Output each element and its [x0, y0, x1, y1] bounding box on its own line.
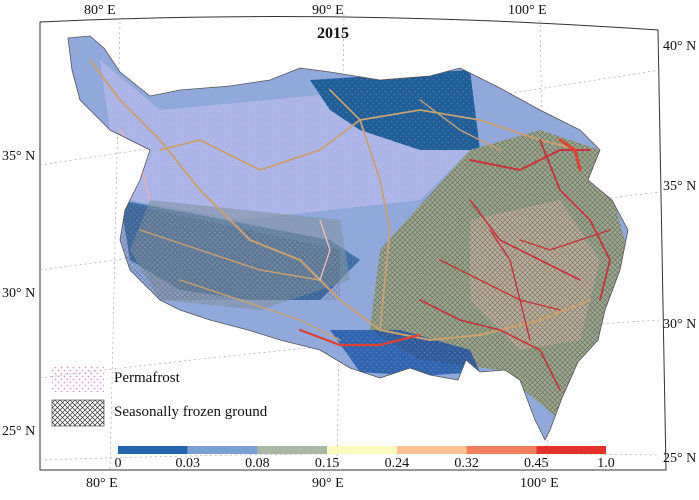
colorbar-segment [257, 446, 328, 454]
top-tick-80e: 80° E [84, 3, 116, 18]
right-tick-40n: 40° N [663, 39, 697, 54]
seasonal-hatch [370, 130, 628, 420]
right-tick-35n: 35° N [663, 179, 697, 194]
map-title: 2015 [317, 25, 349, 42]
colorbar-tick-label: 0.45 [524, 456, 549, 471]
seasonal-legend-swatch [51, 399, 105, 427]
colorbar-segment [118, 446, 188, 454]
bottom-tick-90e: 90° E [312, 476, 344, 491]
colorbar-tick-label: 0.03 [175, 456, 200, 471]
top-tick-100e: 100° E [508, 3, 547, 18]
plateau-region [68, 36, 628, 440]
right-tick-25n: 25° N [663, 451, 697, 466]
left-tick-30n: 30° N [2, 286, 36, 301]
colorbar-tick-label: 0.32 [454, 456, 479, 471]
colorbar-tick-label: 0 [114, 456, 122, 471]
seasonal-hatch-west [110, 200, 340, 300]
colorbar-tick-label: 0.15 [314, 456, 340, 471]
right-tick-30n: 30° N [663, 317, 697, 332]
top-tick-90e: 90° E [312, 3, 344, 18]
colorbar-tick-label: 0.24 [384, 456, 410, 471]
colorbar [118, 446, 606, 454]
road-network [89, 59, 611, 391]
colorbar-tick-label: 0.08 [245, 456, 270, 471]
colorbar-segment [187, 446, 258, 454]
seasonal-legend-label: Seasonally frozen ground [114, 404, 268, 420]
colorbar-segment [536, 446, 606, 454]
bottom-tick-80e: 80° E [86, 476, 118, 491]
colorbar-segment [396, 446, 467, 454]
permafrost-legend-swatch [52, 366, 104, 392]
left-tick-25n: 25° N [2, 424, 36, 439]
permafrost-legend-label: Permafrost [114, 370, 180, 386]
plateau-boundary [67, 35, 629, 441]
colorbar-tick-label: 1.0 [597, 456, 615, 471]
colorbar-segment [466, 446, 537, 454]
colorbar-segment [327, 446, 397, 454]
bottom-tick-100e: 100° E [520, 476, 559, 491]
left-tick-35n: 35° N [2, 149, 36, 164]
